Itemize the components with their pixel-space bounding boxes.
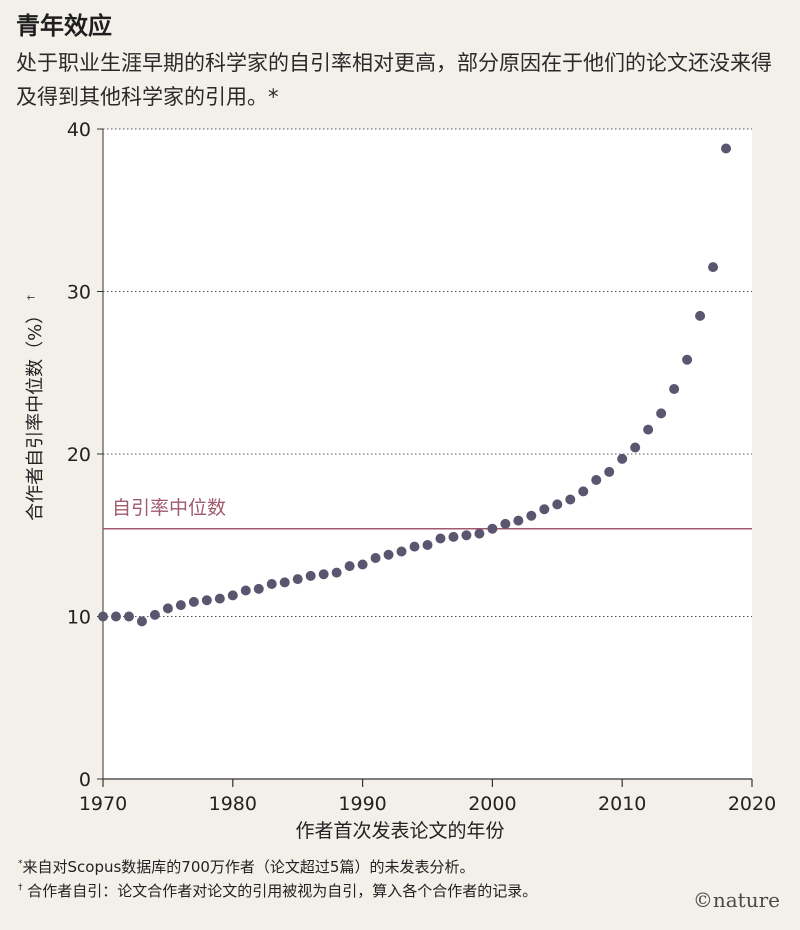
data-point (708, 262, 719, 273)
y-tick-label: 40 (67, 119, 91, 141)
data-point (110, 611, 121, 622)
data-point (565, 494, 576, 505)
data-point (266, 579, 277, 589)
data-point (279, 577, 290, 588)
data-point (604, 466, 615, 477)
footnote-1-text: 来自对Scopus数据库的700万作者（论文超过5篇）的未发表分析。 (22, 858, 475, 876)
data-point (305, 570, 316, 581)
data-point (201, 595, 212, 606)
y-tick-label: 0 (79, 769, 91, 791)
data-point (357, 559, 368, 570)
data-point (448, 531, 459, 542)
data-point (695, 310, 706, 321)
data-point (383, 549, 394, 560)
data-point (292, 574, 303, 585)
chart-title: 青年效应 (16, 12, 112, 40)
data-point (214, 593, 225, 604)
x-tick-label: 1990 (338, 793, 386, 815)
reference-line-label: 自引率中位数 (112, 497, 226, 519)
data-point (331, 567, 342, 578)
data-point (474, 528, 485, 539)
data-point (500, 518, 511, 529)
data-point (227, 590, 238, 601)
data-point (98, 611, 108, 622)
data-point (240, 585, 251, 596)
data-point (487, 523, 498, 534)
data-point (344, 561, 355, 572)
x-tick-label: 1970 (79, 793, 127, 815)
data-point (552, 499, 563, 510)
x-axis-label: 作者首次发表论文的年份 (295, 820, 505, 842)
data-point (643, 424, 654, 435)
y-tick-label: 20 (67, 444, 91, 466)
data-point (396, 546, 407, 557)
data-point (539, 504, 550, 515)
footnote-2-text: 合作者自引：论文合作者对论文的引用被视为自引，算入各个合作者的记录。 (27, 882, 538, 900)
data-point (656, 408, 667, 419)
footnote-2-mark: † (18, 883, 23, 893)
y-tick-label: 10 (67, 607, 91, 629)
data-point (370, 553, 381, 563)
footnote-2: † 合作者自引：论文合作者对论文的引用被视为自引，算入各个合作者的记录。 (18, 880, 537, 901)
data-point (253, 583, 264, 594)
data-point (578, 486, 589, 497)
x-tick-label: 2000 (468, 793, 516, 815)
x-tick-label: 1980 (209, 793, 257, 815)
y-tick-label: 30 (67, 282, 91, 304)
data-point (175, 600, 186, 611)
nature-logo: ©nature (692, 888, 780, 912)
data-point (149, 609, 160, 620)
data-point (630, 442, 641, 453)
data-point (188, 596, 199, 607)
data-point (721, 143, 732, 154)
data-point (682, 354, 693, 365)
data-point (526, 510, 537, 521)
data-point (422, 540, 433, 550)
data-point (409, 541, 420, 552)
chart-subtitle: 处于职业生涯早期的科学家的自引率相对更高，部分原因在于他们的论文还没来得及得到其… (16, 51, 772, 109)
data-point (318, 569, 329, 580)
data-point (136, 616, 147, 627)
footnote-1: *来自对Scopus数据库的700万作者（论文超过5篇）的未发表分析。 (18, 856, 474, 877)
data-point (461, 530, 472, 541)
x-tick-label: 2020 (728, 793, 776, 815)
data-point (435, 533, 446, 544)
data-point (669, 384, 680, 394)
data-point (162, 603, 173, 614)
x-tick-label: 2010 (598, 793, 646, 815)
data-point (513, 515, 524, 526)
footnote-1-mark: * (18, 859, 23, 869)
data-point (123, 611, 134, 622)
data-point (591, 475, 602, 485)
data-point (617, 453, 628, 464)
